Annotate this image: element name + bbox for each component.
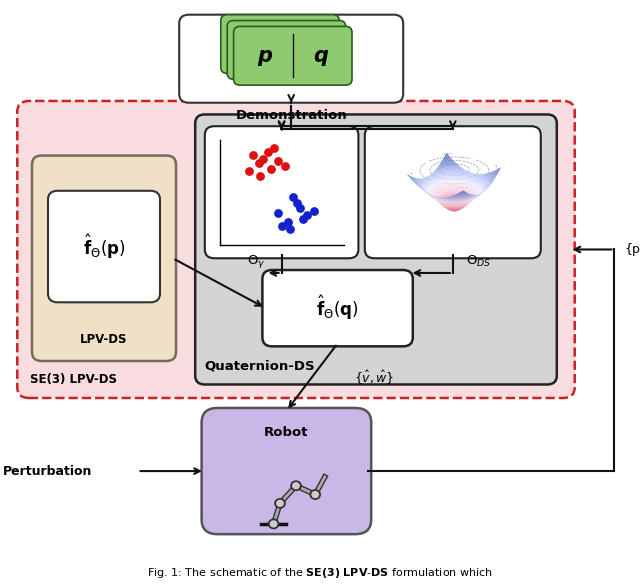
- FancyBboxPatch shape: [179, 15, 403, 103]
- Circle shape: [312, 492, 319, 498]
- Circle shape: [277, 500, 283, 506]
- Point: [295, 203, 305, 212]
- FancyBboxPatch shape: [365, 126, 541, 258]
- FancyBboxPatch shape: [205, 126, 358, 258]
- Point: [285, 224, 295, 234]
- FancyBboxPatch shape: [195, 114, 557, 384]
- Point: [254, 158, 264, 167]
- FancyBboxPatch shape: [262, 270, 413, 346]
- FancyBboxPatch shape: [32, 156, 176, 361]
- Point: [283, 217, 293, 227]
- Point: [262, 147, 273, 157]
- Circle shape: [275, 498, 285, 508]
- FancyBboxPatch shape: [234, 26, 352, 85]
- Point: [287, 193, 298, 202]
- FancyBboxPatch shape: [227, 21, 346, 79]
- Text: $\hat{\mathbf{f}}_{\Theta}(\mathbf{p})$: $\hat{\mathbf{f}}_{\Theta}(\mathbf{p})$: [83, 232, 125, 261]
- Point: [248, 151, 258, 160]
- Text: $\{\hat{v}, \hat{w}\}$: $\{\hat{v}, \hat{w}\}$: [354, 368, 394, 386]
- Text: Robot: Robot: [264, 426, 308, 438]
- Text: {p,q}: {p,q}: [624, 243, 640, 256]
- Circle shape: [291, 481, 301, 491]
- Text: p: p: [257, 46, 272, 66]
- Text: $\Theta_{\gamma}$: $\Theta_{\gamma}$: [247, 253, 265, 269]
- FancyBboxPatch shape: [202, 408, 371, 534]
- Point: [292, 198, 302, 207]
- FancyBboxPatch shape: [17, 101, 575, 398]
- Text: Perturbation: Perturbation: [3, 464, 93, 478]
- Point: [255, 172, 266, 181]
- Circle shape: [271, 521, 277, 527]
- FancyBboxPatch shape: [48, 191, 160, 302]
- Circle shape: [293, 483, 300, 488]
- Point: [302, 211, 312, 220]
- Point: [309, 207, 319, 216]
- Circle shape: [269, 519, 279, 528]
- Point: [280, 161, 291, 171]
- Point: [277, 221, 287, 231]
- Text: Fig. 1: The schematic of the $\mathbf{SE(3)}$ $\mathbf{LPV\text{-}DS}$ formulati: Fig. 1: The schematic of the $\mathbf{SE…: [147, 566, 493, 580]
- Text: q: q: [314, 46, 328, 66]
- Text: LPV-DS: LPV-DS: [80, 333, 128, 346]
- FancyBboxPatch shape: [221, 15, 339, 73]
- Text: Demonstration: Demonstration: [236, 109, 347, 122]
- Point: [266, 164, 276, 174]
- Point: [298, 214, 308, 223]
- Point: [273, 156, 283, 166]
- Circle shape: [310, 490, 321, 499]
- Text: $\hat{\mathbf{f}}_{\Theta}(\mathbf{q})$: $\hat{\mathbf{f}}_{\Theta}(\mathbf{q})$: [316, 294, 359, 322]
- Text: Quaternion-DS: Quaternion-DS: [205, 360, 316, 373]
- Point: [258, 154, 268, 163]
- Point: [273, 208, 283, 218]
- Text: $\Theta_{DS}$: $\Theta_{DS}$: [466, 254, 491, 269]
- Text: SE(3) LPV-DS: SE(3) LPV-DS: [30, 373, 117, 386]
- Point: [268, 143, 278, 153]
- Point: [244, 167, 254, 176]
